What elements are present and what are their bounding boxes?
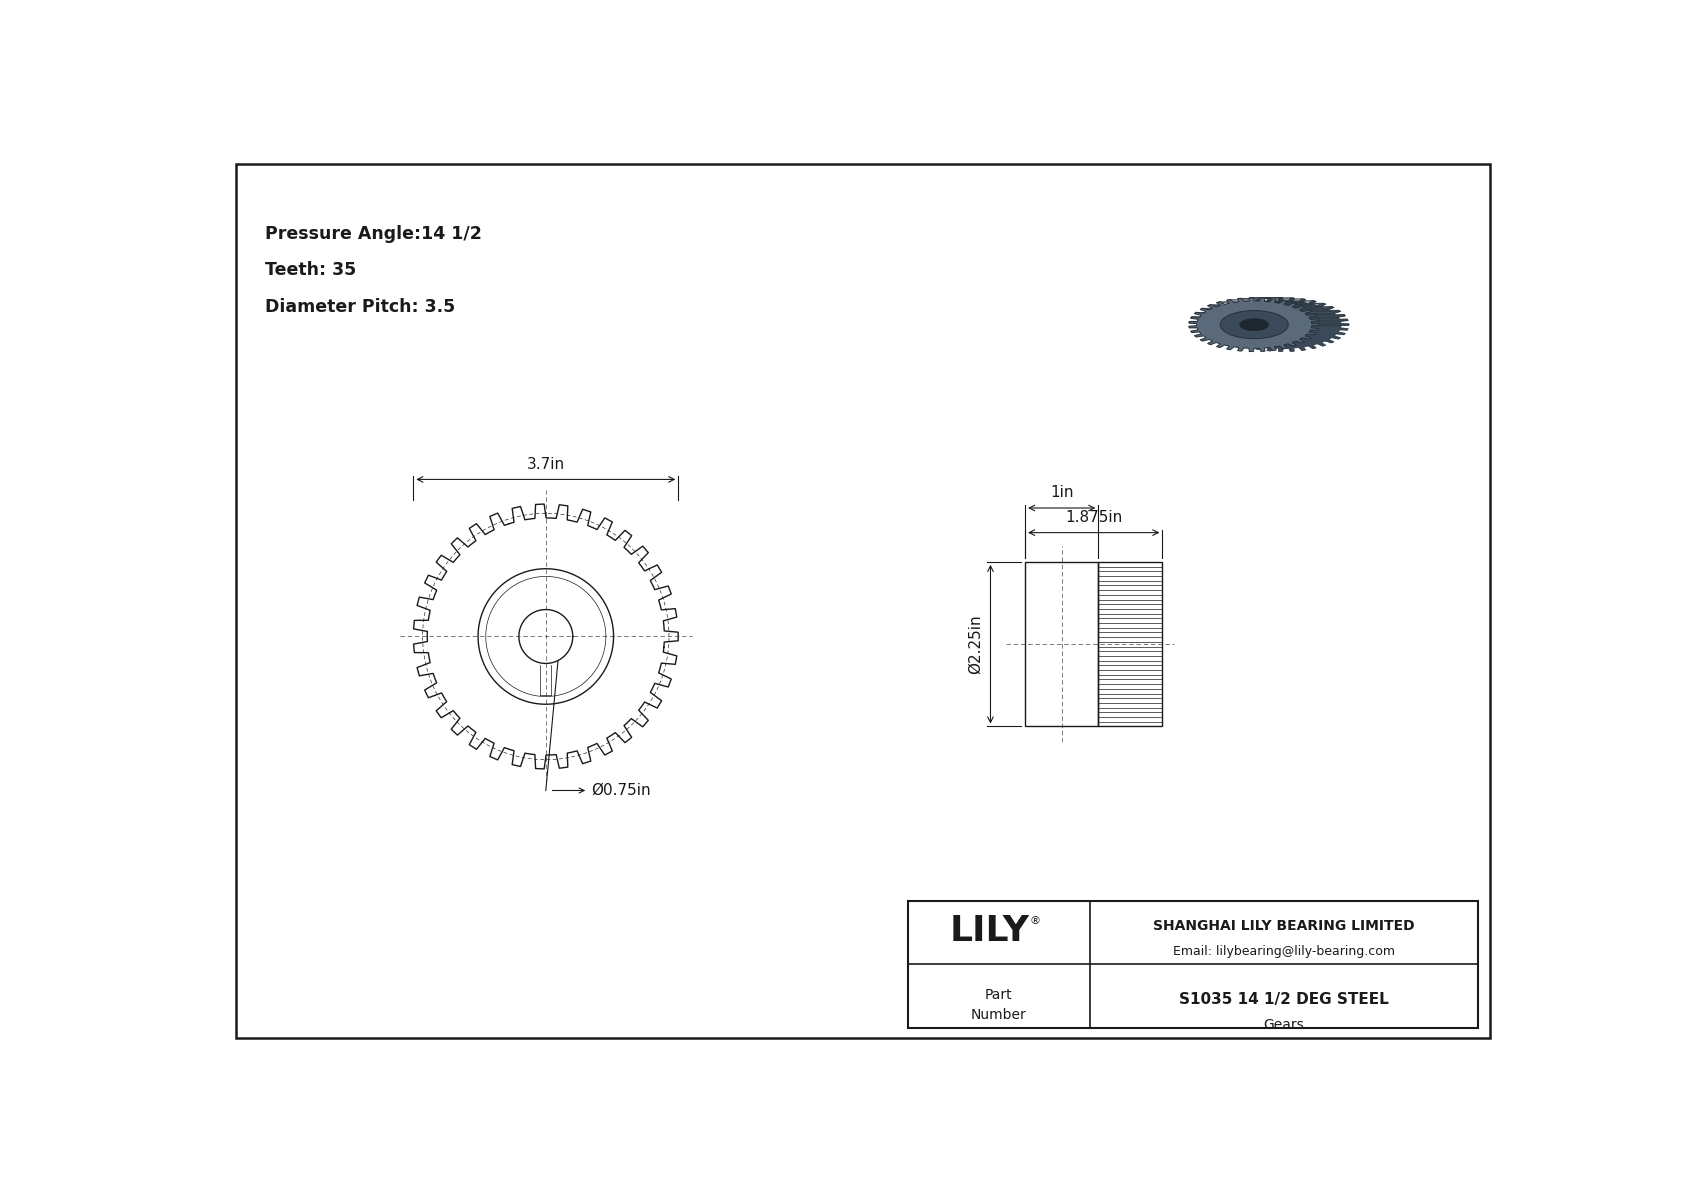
Polygon shape (1197, 317, 1229, 319)
Polygon shape (1307, 316, 1339, 317)
Text: 1in: 1in (1049, 485, 1073, 500)
Polygon shape (1189, 298, 1320, 351)
Text: Email: lilybearing@lily-bearing.com: Email: lilybearing@lily-bearing.com (1172, 944, 1394, 958)
Text: 1.875in: 1.875in (1064, 510, 1122, 525)
Text: Number: Number (972, 1008, 1027, 1022)
Bar (908, 900, 1477, 1028)
Text: Pressure Angle:14 1/2: Pressure Angle:14 1/2 (264, 225, 482, 243)
Polygon shape (1319, 319, 1349, 320)
Polygon shape (1218, 298, 1349, 351)
Text: LILY: LILY (950, 913, 1029, 948)
Text: Diameter Pitch: 3.5: Diameter Pitch: 3.5 (264, 298, 455, 316)
Text: ®: ® (1029, 916, 1041, 925)
Polygon shape (1197, 322, 1226, 324)
Text: 3.7in: 3.7in (527, 456, 564, 472)
Polygon shape (1315, 314, 1346, 316)
Ellipse shape (1221, 311, 1288, 338)
Polygon shape (1194, 312, 1226, 313)
Polygon shape (1288, 305, 1322, 307)
Polygon shape (1320, 324, 1349, 325)
Text: SHANGHAI LILY BEARING LIMITED: SHANGHAI LILY BEARING LIMITED (1154, 919, 1415, 933)
Polygon shape (1197, 325, 1226, 328)
Ellipse shape (1239, 319, 1268, 331)
Polygon shape (1295, 308, 1329, 310)
Text: Ø0.75in: Ø0.75in (591, 782, 650, 798)
Polygon shape (1212, 307, 1246, 308)
Polygon shape (1310, 319, 1340, 322)
Polygon shape (1302, 312, 1334, 313)
Text: Part: Part (985, 987, 1012, 1002)
Text: Ø2.25in: Ø2.25in (968, 615, 983, 674)
Text: Gears: Gears (1263, 1018, 1303, 1033)
Polygon shape (1302, 306, 1334, 307)
Polygon shape (1312, 324, 1340, 325)
Polygon shape (1189, 326, 1219, 328)
Bar (1098, 562, 1162, 727)
Text: Teeth: 35: Teeth: 35 (264, 261, 355, 279)
Polygon shape (1201, 313, 1233, 316)
Polygon shape (1189, 322, 1219, 323)
Polygon shape (1201, 308, 1231, 310)
Polygon shape (1206, 310, 1238, 312)
Text: S1035 14 1/2 DEG STEEL: S1035 14 1/2 DEG STEEL (1179, 992, 1389, 1008)
Bar (1026, 562, 1098, 727)
Polygon shape (1191, 317, 1221, 318)
Polygon shape (1310, 310, 1340, 312)
